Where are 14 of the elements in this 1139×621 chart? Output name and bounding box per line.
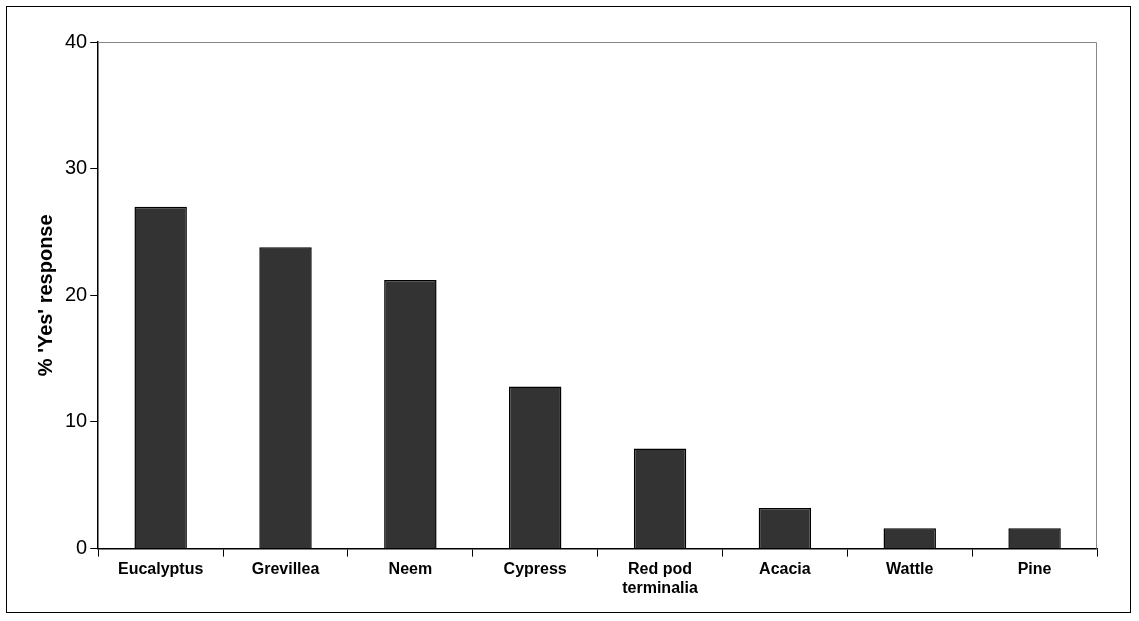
y-tick-label: 20 [65, 282, 88, 305]
x-tick-label: Wattle [886, 559, 934, 577]
x-tick-label: Cypress [503, 559, 567, 577]
y-tick-label: 40 [65, 29, 88, 52]
y-tick-label: 10 [65, 409, 88, 432]
x-tick-label: Pine [1017, 559, 1052, 577]
y-tick-label: 30 [65, 156, 88, 179]
x-tick-label: Neem [388, 559, 433, 577]
x-tick-label: Eucalyptus [117, 559, 204, 577]
x-tick-label: Acacia [759, 559, 811, 577]
y-axis-title: % 'Yes' response [33, 214, 56, 377]
y-tick-label: 0 [76, 536, 88, 559]
x-tick-label: Red pod terminalia [622, 559, 698, 596]
x-tick-label: Grevillea [251, 559, 320, 577]
